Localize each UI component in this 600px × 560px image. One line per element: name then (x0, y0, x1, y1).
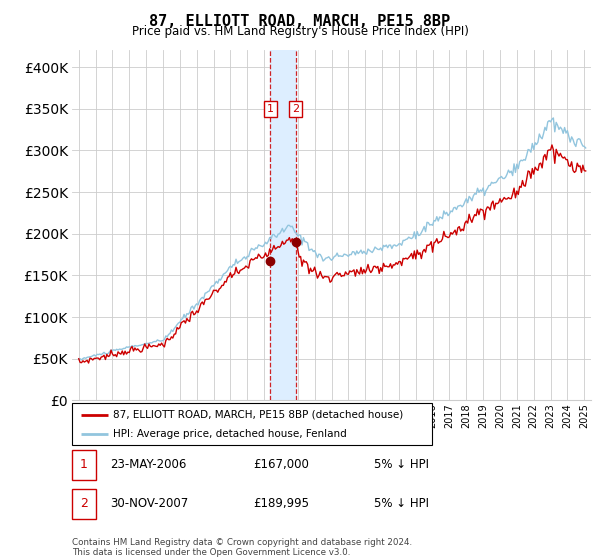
Text: HPI: Average price, detached house, Fenland: HPI: Average price, detached house, Fenl… (113, 429, 347, 439)
Text: 30-NOV-2007: 30-NOV-2007 (110, 497, 188, 511)
Bar (72, 450, 96, 480)
Text: 87, ELLIOTT ROAD, MARCH, PE15 8BP: 87, ELLIOTT ROAD, MARCH, PE15 8BP (149, 14, 451, 29)
Text: 5% ↓ HPI: 5% ↓ HPI (374, 497, 430, 511)
Text: 23-MAY-2006: 23-MAY-2006 (110, 458, 186, 471)
Bar (72, 489, 96, 519)
Text: £189,995: £189,995 (253, 497, 310, 511)
Text: 5% ↓ HPI: 5% ↓ HPI (374, 458, 430, 471)
Text: Contains HM Land Registry data © Crown copyright and database right 2024.
This d: Contains HM Land Registry data © Crown c… (72, 538, 412, 557)
Bar (271, 50, 296, 400)
Text: Price paid vs. HM Land Registry's House Price Index (HPI): Price paid vs. HM Land Registry's House … (131, 25, 469, 38)
Text: 1: 1 (267, 104, 274, 114)
Text: £167,000: £167,000 (253, 458, 310, 471)
Text: 2: 2 (292, 104, 299, 114)
Text: 2: 2 (80, 497, 88, 511)
Text: 87, ELLIOTT ROAD, MARCH, PE15 8BP (detached house): 87, ELLIOTT ROAD, MARCH, PE15 8BP (detac… (113, 409, 404, 419)
Text: 1: 1 (80, 458, 88, 471)
